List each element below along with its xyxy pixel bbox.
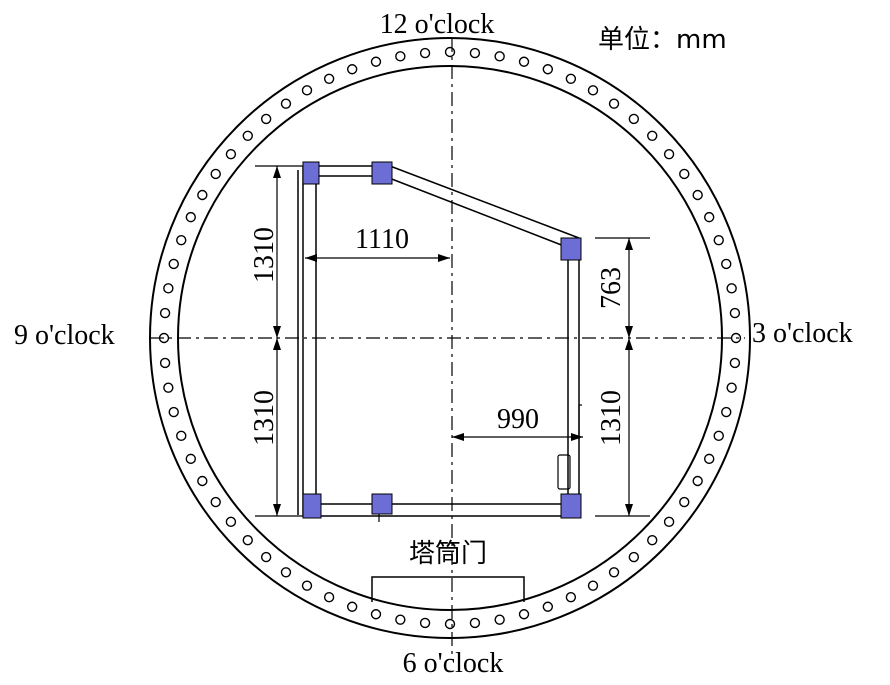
bolt-hole — [197, 475, 208, 487]
bolt-holes — [158, 46, 742, 630]
bolt-hole — [176, 234, 187, 246]
dimension-value-right-upper: 763 — [596, 267, 627, 309]
bolt-hole — [704, 453, 715, 465]
bolt-hole — [444, 46, 456, 58]
access-hatch-hinge — [557, 404, 582, 490]
bolt-hole — [168, 258, 179, 270]
bolt-hole — [370, 609, 382, 620]
bolt-hole — [721, 258, 732, 270]
corner-brackets — [302, 161, 582, 519]
tower-door-label: 塔筒门 — [409, 539, 487, 569]
platform-frame — [297, 165, 580, 517]
bolt-hole — [260, 113, 272, 125]
dimension-value-left-upper: 1310 — [249, 227, 280, 283]
dimension-right-vertical — [595, 237, 650, 517]
bolt-hole — [565, 73, 577, 85]
bolt-hole — [663, 516, 675, 528]
bolt-hole — [729, 307, 741, 319]
bolt-hole — [721, 406, 732, 418]
dimension-right-arrows — [625, 238, 633, 516]
bolt-hole — [419, 47, 431, 59]
bolt-hole — [704, 211, 715, 223]
bolt-hole — [395, 614, 406, 625]
dimension-right-horizontal-arrows — [452, 433, 583, 441]
dimension-value-right-lower: 1310 — [596, 390, 627, 446]
bolt-hole — [242, 535, 253, 546]
clock-label-12: 12 o'clock — [380, 9, 495, 40]
bolt-hole — [176, 430, 187, 442]
dimension-value-right-width: 990 — [497, 404, 539, 435]
bolt-hole — [469, 47, 481, 59]
clock-label-9: 9 o'clock — [14, 320, 115, 351]
bolt-hole — [542, 601, 554, 612]
bolt-hole — [323, 592, 335, 603]
bolt-hole — [713, 430, 724, 442]
clock-label-6: 6 o'clock — [403, 648, 504, 679]
dimension-value-left-width: 1110 — [355, 224, 409, 255]
bolt-hole — [726, 382, 737, 393]
bolt-hole — [542, 64, 554, 75]
bolt-hole — [494, 51, 505, 62]
bolt-hole — [159, 357, 171, 369]
bolt-hole — [692, 189, 703, 201]
bolt-hole — [159, 307, 171, 319]
bolt-hole — [469, 617, 481, 629]
bolt-hole — [647, 535, 658, 546]
dimension-left-arrows — [273, 166, 281, 516]
clock-label-3: 3 o'clock — [752, 318, 853, 349]
bolt-hole — [587, 85, 599, 96]
bolt-hole — [518, 56, 530, 67]
dimension-value-left-lower: 1310 — [249, 390, 280, 446]
bolt-hole — [419, 617, 431, 629]
bolt-hole — [628, 551, 640, 563]
bolt-hole — [163, 283, 174, 294]
bolt-hole — [444, 618, 456, 630]
bolt-hole — [163, 382, 174, 393]
bolt-hole — [494, 614, 505, 625]
bolt-hole — [260, 551, 272, 563]
bolt-hole — [210, 168, 221, 180]
bolt-hole — [395, 51, 406, 62]
bolt-hole — [608, 98, 620, 109]
bolt-hole — [185, 211, 197, 223]
bolt-hole — [280, 98, 292, 109]
bolt-hole — [729, 357, 741, 369]
bolt-hole — [692, 475, 703, 487]
bolt-hole — [225, 148, 237, 160]
bolt-hole — [210, 496, 221, 508]
dimension-left-vertical — [255, 165, 303, 517]
bolt-hole — [225, 516, 237, 528]
bolt-hole — [565, 592, 577, 603]
bolt-hole — [301, 580, 313, 591]
bolt-hole — [713, 234, 724, 246]
bolt-hole — [301, 85, 313, 96]
bolt-hole — [185, 453, 197, 465]
bolt-hole — [587, 580, 599, 591]
bolt-hole — [726, 283, 737, 294]
bolt-hole — [168, 406, 179, 418]
bolt-hole — [628, 113, 640, 125]
bolt-hole — [679, 168, 690, 180]
tower-door-outline — [371, 576, 525, 602]
bolt-hole — [242, 130, 253, 141]
dimension-left-horizontal-arrows — [305, 254, 450, 262]
bolt-hole — [647, 130, 658, 141]
bolt-hole — [346, 64, 358, 75]
bolt-hole — [608, 567, 620, 578]
bolt-hole — [280, 567, 292, 578]
bolt-hole — [323, 73, 335, 85]
bolt-hole — [346, 601, 358, 612]
bolt-hole — [679, 496, 690, 508]
bolt-hole — [518, 609, 530, 620]
bolt-hole — [370, 56, 382, 67]
bolt-hole — [197, 189, 208, 201]
unit-label: 单位：mm — [598, 25, 727, 55]
bolt-hole — [663, 148, 675, 160]
